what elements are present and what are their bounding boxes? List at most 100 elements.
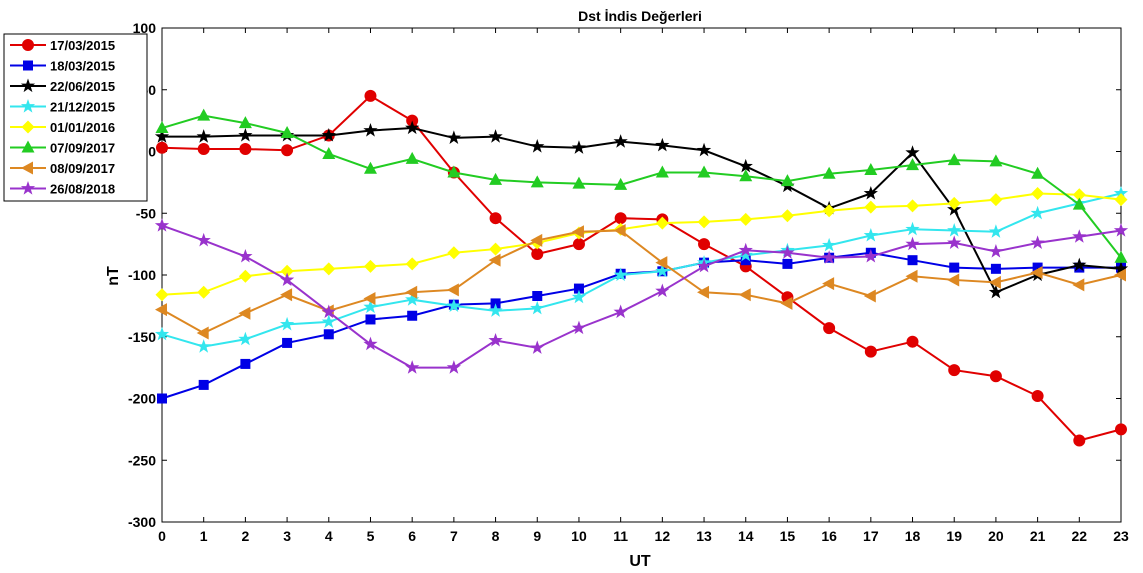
legend-marker (20, 99, 36, 113)
data-point (822, 237, 837, 252)
data-point (1113, 223, 1129, 237)
data-point (989, 370, 1002, 383)
legend-item: 08/09/2017 (10, 161, 115, 176)
data-point (363, 259, 377, 273)
data-point (1113, 185, 1129, 200)
data-point (365, 314, 376, 325)
data-point (446, 360, 461, 374)
x-axis-title: UT (629, 553, 651, 570)
data-point (489, 212, 502, 225)
y-tick-label: -250 (128, 452, 156, 468)
legend-marker (21, 140, 35, 153)
x-tick-label: 21 (1030, 528, 1046, 544)
data-point (321, 314, 336, 328)
data-point (947, 223, 962, 237)
x-tick-label: 8 (492, 528, 500, 544)
data-point (1031, 390, 1044, 403)
data-point (1114, 250, 1128, 263)
legend-label: 07/09/2017 (50, 141, 115, 156)
data-point (1031, 186, 1045, 200)
data-point (906, 199, 920, 213)
data-point (447, 246, 461, 260)
legend-item: 07/09/2017 (10, 140, 115, 156)
x-tick-label: 13 (696, 528, 712, 544)
series-07/09/2017 (155, 108, 1128, 263)
data-point (238, 116, 252, 129)
data-point (531, 248, 544, 261)
x-tick-label: 2 (241, 528, 249, 544)
data-point (613, 134, 628, 148)
data-point (989, 193, 1003, 207)
data-point (782, 258, 793, 269)
data-point (446, 283, 459, 297)
y-axis-title: nT (105, 266, 122, 286)
data-point (238, 127, 253, 142)
data-point (154, 218, 170, 232)
series-line (161, 114, 1122, 259)
data-point (154, 326, 170, 341)
data-point (947, 273, 960, 287)
data-point (988, 275, 1001, 289)
data-point (947, 235, 962, 249)
data-point (155, 121, 169, 134)
data-point (530, 300, 545, 315)
data-point (655, 263, 670, 278)
data-point (322, 262, 336, 276)
data-point (405, 360, 420, 374)
legend-marker (21, 120, 35, 134)
data-point (906, 335, 919, 348)
data-point (571, 225, 584, 239)
data-point (197, 143, 210, 156)
data-point (906, 158, 920, 171)
legend-label: 18/03/2015 (50, 59, 115, 74)
data-point (905, 236, 920, 251)
data-point (197, 108, 211, 121)
data-point (947, 196, 961, 210)
data-point (238, 306, 251, 320)
data-point (655, 137, 670, 152)
data-point (447, 165, 461, 178)
data-point (698, 238, 711, 251)
data-point (530, 233, 543, 247)
data-point (198, 379, 209, 390)
x-tick-label: 20 (988, 528, 1004, 544)
data-point (323, 329, 334, 340)
x-tick-label: 23 (1113, 528, 1129, 544)
data-point (488, 332, 503, 347)
chart-title: Dst İndis Değerleri (578, 8, 702, 24)
data-point (322, 146, 336, 159)
data-point (155, 288, 169, 302)
x-tick-label: 15 (780, 528, 796, 544)
data-point (1114, 268, 1126, 282)
data-point (696, 142, 712, 157)
x-tick-label: 9 (533, 528, 541, 544)
data-point (240, 358, 251, 369)
data-point (864, 200, 878, 214)
legend-item: 01/01/2016 (10, 120, 115, 135)
x-tick-label: 3 (283, 528, 291, 544)
data-point (780, 296, 793, 310)
legend-item: 17/03/2015 (10, 38, 115, 53)
data-point (282, 337, 293, 348)
series-lines (154, 89, 1129, 447)
data-point (1072, 257, 1087, 272)
x-tick-label: 1 (200, 528, 208, 544)
data-point (863, 289, 876, 303)
legend-label: 08/09/2017 (50, 161, 115, 176)
data-point (780, 209, 794, 223)
legend-marker (23, 60, 33, 71)
data-point (738, 242, 753, 257)
data-point (489, 172, 503, 185)
series-line (161, 94, 1122, 442)
legend: 17/03/2015 18/03/2015 22/06/2015 21/12/2015… (3, 33, 148, 202)
x-tick-label: 7 (450, 528, 458, 544)
legend-label: 17/03/2015 (50, 38, 115, 53)
data-point (363, 123, 378, 137)
data-point (405, 151, 419, 164)
data-point (822, 166, 836, 179)
data-point (196, 232, 211, 247)
data-point (363, 299, 378, 314)
data-point (155, 303, 167, 317)
data-point (407, 310, 418, 321)
legend-item: 18/03/2015 (10, 59, 115, 74)
